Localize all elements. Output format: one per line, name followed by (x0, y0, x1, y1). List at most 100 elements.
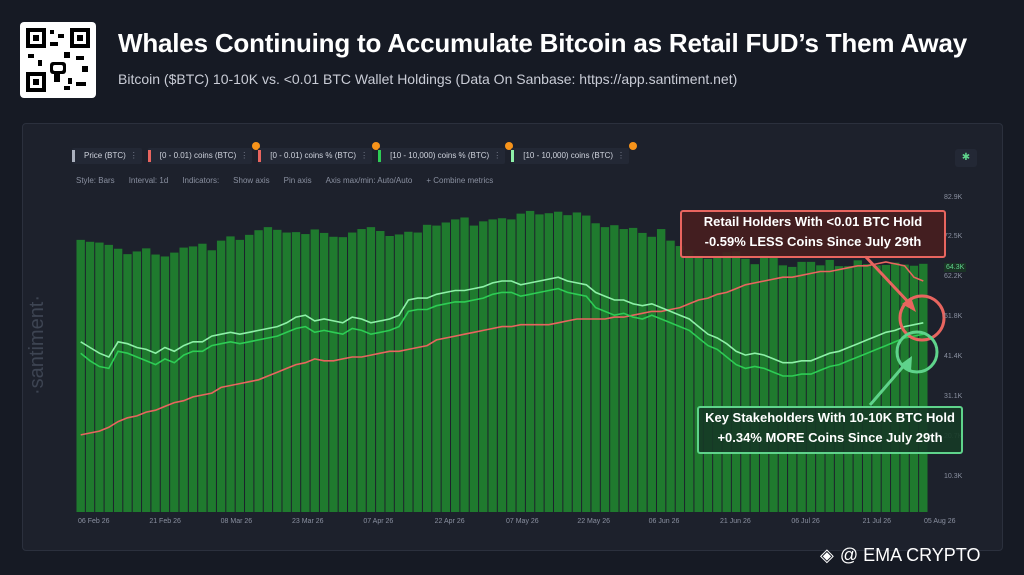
x-tick-label: 06 Feb 26 (78, 518, 110, 525)
whale-arrowhead (901, 356, 912, 371)
price-bar (638, 232, 647, 513)
price-bar (366, 227, 376, 512)
whale-annotation-line1: Key Stakeholders With 10-10K BTC Hold (705, 410, 955, 425)
price-bar (919, 263, 928, 512)
series-line-1 (80, 287, 924, 377)
footer-credit-text: @ EMA CRYPTO (839, 545, 981, 565)
more-icon[interactable]: ⋮ (240, 151, 249, 160)
y-tick-label: 72.5K (944, 233, 963, 240)
pin-axis-toggle[interactable]: Pin axis (283, 176, 312, 185)
indicators-selector[interactable]: Indicators: (182, 176, 220, 185)
legend-swatch (511, 150, 515, 162)
y-tick-label: 41.4K (944, 353, 963, 360)
legend-item-retail-coins[interactable]: [0 - 0.01) coins (BTC) ⋮ (147, 142, 261, 164)
legend-item-whale-coins[interactable]: [10 - 10,000) coins (BTC) ⋮ (511, 142, 638, 164)
price-bar (582, 215, 591, 513)
whale-annotation: Key Stakeholders With 10-10K BTC Hold +0… (697, 406, 963, 454)
price-bar (319, 232, 329, 513)
price-bar (544, 213, 553, 513)
metric-legend: Price (BTC) ⋮ [0 - 0.01) coins (BTC) ⋮ [0 … (72, 142, 638, 166)
price-bar (769, 258, 778, 512)
price-bar (291, 232, 301, 512)
price-bar (216, 240, 226, 512)
legend-swatch (147, 150, 151, 162)
x-tick-label: 22 Apr 26 (434, 518, 465, 525)
price-bar (797, 261, 806, 512)
price-bar (591, 223, 600, 512)
price-bar (600, 227, 610, 512)
qr-code (20, 22, 96, 98)
price-bar (207, 250, 216, 513)
price-bar (722, 252, 731, 512)
page-subtitle: Bitcoin ($BTC) 10-10K vs. <0.01 BTC Wall… (118, 71, 738, 87)
price-bar (834, 266, 844, 512)
bitcoin-badge-icon (629, 142, 638, 150)
axis-minmax-selector[interactable]: Axis max/min: Auto/Auto (325, 176, 413, 185)
legend-item-retail-pct[interactable]: [0 - 0.01) coins % (BTC) ⋮ (258, 142, 381, 164)
style-selector[interactable]: Style: Bars (76, 176, 115, 185)
combine-metrics-button[interactable]: + Combine metrics (426, 176, 494, 185)
whale-highlight-circle (895, 330, 939, 374)
y-tick-label: 82.9K (944, 194, 963, 201)
retail-annotation-line1: Retail Holders With <0.01 BTC Hold (703, 214, 923, 229)
legend-item-whale-pct[interactable]: [10 - 10,000) coins % (BTC) ⋮ (378, 142, 514, 164)
bitcoin-badge-icon (505, 142, 514, 150)
retail-arrowhead (902, 297, 916, 312)
price-bar (759, 255, 769, 512)
legend-item-price[interactable]: Price (BTC) ⋮ (72, 148, 142, 164)
price-bar (404, 231, 413, 512)
qr-code-graphic (26, 28, 90, 92)
price-bar (628, 227, 638, 512)
x-tick-label: 08 Mar 26 (220, 518, 253, 525)
price-bar (909, 265, 919, 512)
price-bar (348, 232, 357, 512)
x-tick-label: 07 May 26 (506, 518, 539, 525)
x-tick-label: 21 Jun 26 (720, 518, 751, 525)
price-bar (675, 246, 685, 513)
legend-swatch (378, 150, 382, 162)
price-bar (160, 256, 170, 512)
current-price-tag: 64.3K (944, 263, 967, 272)
price-bar (647, 236, 656, 512)
price-bar (891, 262, 900, 512)
settings-icon[interactable]: ✱ (955, 149, 977, 167)
bitcoin-badge-icon (372, 142, 381, 150)
x-tick-label: 22 May 26 (577, 518, 611, 525)
price-bar (132, 251, 142, 512)
price-bar (441, 222, 450, 513)
x-tick-label: 21 Jul 26 (862, 518, 892, 525)
price-bar (469, 225, 479, 512)
more-icon[interactable]: ⋮ (617, 151, 626, 160)
price-bar (694, 255, 703, 512)
price-bar (432, 225, 441, 512)
chart-toolbar: Style: Bars Interval: 1d Indicators: Sho… (76, 176, 493, 185)
price-bar (179, 247, 188, 512)
price-bar (788, 266, 797, 512)
price-bar (422, 224, 432, 512)
price-bar (516, 213, 525, 512)
price-bar (713, 255, 722, 512)
price-bar (572, 212, 582, 512)
interval-selector[interactable]: Interval: 1d (128, 176, 169, 185)
price-bar (394, 234, 404, 512)
price-bar (113, 248, 123, 513)
footer-credit: ◈ @ EMA CRYPTO (820, 545, 981, 566)
y-tick-label: 62.2K (944, 273, 963, 280)
price-bar (273, 229, 282, 512)
price-bar (685, 250, 694, 513)
price-bar (338, 237, 348, 512)
price-bar (357, 229, 366, 512)
binance-logo-icon: ◈ (820, 545, 834, 565)
y-tick-label: 31.1K (944, 393, 963, 400)
price-bar (245, 234, 254, 512)
more-icon[interactable]: ⋮ (129, 151, 138, 160)
price-bar (282, 232, 291, 512)
price-bar (188, 246, 198, 512)
price-bar (85, 241, 95, 513)
retail-annotation: Retail Holders With <0.01 BTC Hold -0.59… (680, 210, 946, 258)
show-axis-toggle[interactable]: Show axis (233, 176, 270, 185)
bitcoin-badge-icon (252, 142, 261, 150)
price-bar (497, 218, 507, 512)
more-icon[interactable]: ⋮ (360, 151, 369, 160)
more-icon[interactable]: ⋮ (493, 151, 502, 160)
